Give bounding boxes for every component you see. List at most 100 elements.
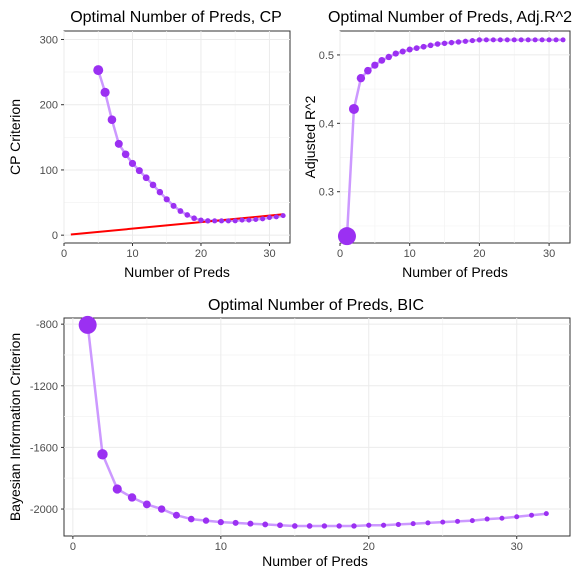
data-point	[78, 315, 97, 334]
x-tick-label: 30	[263, 248, 275, 260]
data-point	[218, 218, 225, 224]
data-point	[280, 213, 286, 219]
data-point	[149, 181, 157, 189]
data-point	[198, 217, 204, 223]
data-point	[525, 37, 531, 43]
data-point	[378, 57, 386, 64]
data-point	[514, 514, 520, 520]
data-point	[546, 37, 552, 43]
data-point	[499, 515, 505, 521]
data-point	[484, 516, 490, 522]
adjr2-y-tick-labels: 0.3 0.4 0.5	[319, 50, 340, 199]
data-point	[425, 520, 431, 526]
x-tick-label: 0	[61, 248, 67, 260]
data-point	[292, 523, 298, 529]
bic-y-axis-title: Bayesian Information Criterion	[7, 333, 23, 521]
data-point	[266, 215, 272, 221]
data-point	[97, 449, 108, 460]
bic-chart: Optimal Number of Preds, BIC 0 10 20 30 -20…	[7, 297, 571, 569]
data-point	[306, 523, 313, 529]
x-tick-label: 30	[543, 248, 555, 260]
cp-data-marks	[70, 65, 286, 236]
y-tick-label: 0.4	[319, 118, 334, 130]
x-tick-label: 10	[215, 541, 227, 553]
cp-x-tick-labels: 0 10 20 30	[61, 243, 276, 260]
data-point	[448, 39, 455, 46]
data-point	[100, 87, 110, 97]
data-point	[476, 37, 482, 43]
data-point	[112, 484, 122, 494]
data-point	[543, 511, 549, 517]
data-point	[142, 500, 151, 509]
data-point	[483, 37, 489, 43]
data-point	[497, 37, 503, 43]
data-point	[434, 41, 441, 47]
y-tick-label: 0.5	[319, 50, 334, 62]
y-tick-label: 300	[40, 34, 58, 46]
cp-y-axis-title: CP Criterion	[7, 99, 23, 175]
data-point	[392, 50, 399, 57]
data-point	[539, 37, 545, 43]
data-point	[420, 43, 427, 50]
data-point	[410, 521, 416, 527]
data-point	[172, 511, 180, 519]
data-point	[177, 208, 184, 214]
data-point	[462, 38, 469, 44]
data-point	[469, 518, 475, 524]
data-point	[351, 523, 357, 529]
data-point	[114, 139, 123, 148]
data-point	[366, 522, 372, 528]
data-point	[163, 196, 170, 203]
data-point	[356, 73, 366, 83]
x-tick-label: 20	[473, 248, 485, 260]
data-point	[247, 520, 254, 527]
data-point	[380, 522, 387, 528]
data-point	[121, 150, 130, 159]
data-point	[490, 37, 496, 43]
data-point	[529, 512, 535, 518]
data-point	[205, 218, 211, 224]
data-point	[184, 212, 191, 218]
data-point	[135, 167, 143, 175]
bic-gridlines	[64, 318, 570, 536]
bic-chart-title: Optimal Number of Preds, BIC	[208, 297, 424, 314]
bic-x-tick-labels: 0 10 20 30	[70, 536, 523, 553]
data-point	[262, 521, 269, 528]
data-point	[440, 519, 446, 525]
cp-chart: Optimal Number of Preds, CP 0 10 20 30 0 100…	[7, 9, 291, 280]
data-point	[246, 217, 252, 223]
data-point	[395, 521, 401, 528]
adjr2-data-marks	[337, 37, 566, 246]
adjr2-x-tick-labels: 0 10 20 30	[337, 243, 555, 260]
data-point	[413, 45, 420, 51]
cp-x-axis-title: Number of Preds	[124, 264, 230, 280]
adjr2-chart-title: Optimal Number of Preds, Adj.R^2	[328, 9, 572, 26]
series-line	[345, 38, 563, 237]
data-point	[187, 515, 195, 523]
data-point	[469, 37, 476, 44]
data-point	[406, 46, 413, 53]
data-point	[560, 37, 566, 43]
y-tick-label: -1200	[30, 381, 58, 393]
data-point	[337, 227, 356, 246]
data-point	[253, 217, 259, 223]
data-point	[127, 493, 137, 502]
x-tick-label: 30	[511, 541, 523, 553]
y-tick-label: -800	[36, 319, 58, 331]
data-point	[455, 518, 461, 524]
bic-y-tick-labels: -2000 -1600 -1200 -800	[30, 319, 64, 516]
data-point	[455, 39, 462, 45]
bic-data-marks	[78, 315, 549, 529]
data-point	[156, 188, 164, 196]
data-point	[273, 214, 279, 220]
data-point	[348, 103, 359, 114]
y-tick-label: 0.3	[319, 187, 334, 199]
x-tick-label: 10	[126, 248, 138, 260]
y-tick-label: 0	[52, 230, 58, 242]
data-point	[518, 37, 524, 43]
data-point	[170, 202, 177, 209]
data-point	[321, 523, 328, 529]
data-point	[399, 48, 406, 55]
data-point	[441, 40, 448, 47]
